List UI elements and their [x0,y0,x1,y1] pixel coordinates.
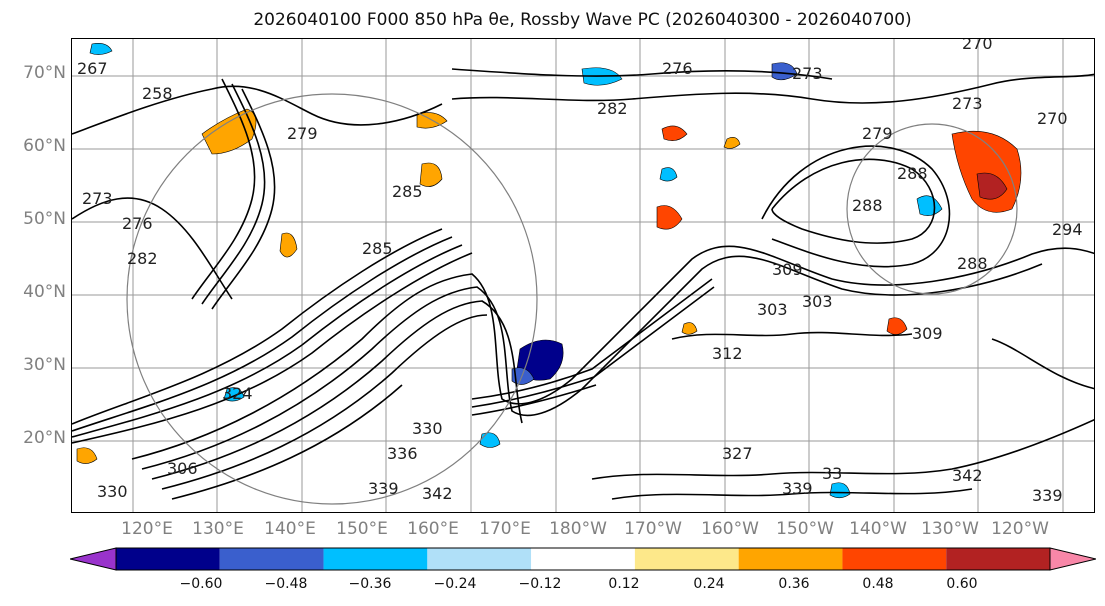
lat-label-50n: 50°N [23,209,66,229]
lat-label-60n: 60°N [23,136,66,156]
colorbar-segment [946,548,1050,570]
contour-label: 285 [392,182,423,201]
contour-label: 330 [412,419,443,438]
contour-label: 288 [897,164,928,183]
lon-label-130w: 130°W [921,519,979,539]
lat-label-70n: 70°N [23,63,66,83]
reference-circles [126,93,1018,505]
lon-label-150w: 150°W [776,519,834,539]
lon-label-180w: 180°W [549,519,607,539]
colorbar-segment [427,548,532,570]
contour-label: 339 [1032,486,1063,505]
contour-label: 276 [122,214,153,233]
map-svg: 267 258 279 282 276 273 270 273 270 279 … [72,39,1094,512]
contour-label: 282 [127,249,158,268]
colorbar-tick-label: −0.12 [518,576,562,592]
contour-label: 309 [912,324,943,343]
contour-label: 324 [222,384,253,403]
map-title-text: 2026040100 F000 850 hPa θe, Rossby Wave … [253,10,912,30]
contour-label: 342 [422,484,453,503]
contour-label: 339 [782,479,813,498]
colorbar-segment [738,548,843,570]
lat-label-20n: 20°N [23,428,66,448]
lon-label-140w: 140°W [849,519,907,539]
colorbar-tick-label: −0.24 [433,576,477,592]
contour-label: 33 [822,464,842,483]
contour-label: 273 [82,189,113,208]
colorbar-tick-label: 0.48 [862,576,894,592]
contour-label: 288 [957,254,988,273]
map-panel[interactable]: 267 258 279 282 276 273 270 273 270 279 … [71,38,1095,513]
colorbar-segment [842,548,947,570]
colorbar-segment [531,548,635,570]
colorbar-tick-label: −0.36 [348,576,392,592]
contour-label: 294 [1052,220,1083,239]
contour-label: 288 [852,196,883,215]
colorbar-left-extension [70,547,117,571]
contour-label: 258 [142,84,173,103]
colorbar-segment [323,548,428,570]
contour-label: 267 [77,59,108,78]
colorbar-segment [634,548,739,570]
map-title: 2026040100 F000 850 hPa θe, Rossby Wave … [0,10,1105,30]
colorbar-tick-label: 0.12 [608,576,640,592]
contour-label: 303 [802,292,833,311]
colorbar-tick-label: 0.60 [946,576,978,592]
contour-label: 273 [792,64,823,83]
contour-label: 336 [387,444,418,463]
theta-e-contours [72,68,1094,500]
lon-label-130e: 130°E [192,519,244,539]
contour-label: 282 [597,99,628,118]
contour-label: 270 [962,39,993,53]
lat-label-30n: 30°N [23,355,66,375]
contour-label: 273 [952,94,983,113]
contour-label: 276 [662,59,693,78]
contour-label: 279 [287,124,318,143]
colorbar-tick-label: −0.48 [264,576,308,592]
contour-label: 303 [757,300,788,319]
colorbar [70,547,1096,571]
lat-label-40n: 40°N [23,282,66,302]
lon-label-120e: 120°E [121,519,173,539]
lon-label-170w: 170°W [624,519,682,539]
contour-label: 279 [862,124,893,143]
contour-label: 312 [712,344,743,363]
colorbar-right-extension [1049,547,1096,571]
lon-label-170e: 170°E [479,519,531,539]
colorbar-tick-label: 0.24 [693,576,725,592]
lon-label-120w: 120°W [991,519,1049,539]
contour-label-group: 267 258 279 282 276 273 270 273 270 279 … [77,39,1083,505]
lon-label-150e: 150°E [336,519,388,539]
colorbar-segment [116,548,220,570]
contour-label: 342 [952,466,983,485]
lon-label-160w: 160°W [701,519,759,539]
lon-label-160e: 160°E [407,519,459,539]
colorbar-tick-label: −0.60 [179,576,223,592]
colorbar-segments [115,547,1051,571]
lon-label-140e: 140°E [264,519,316,539]
colorbar-segment [219,548,324,570]
contour-label: 270 [1037,109,1068,128]
contour-label: 339 [368,479,399,498]
contour-label: 285 [362,239,393,258]
contour-label: 309 [772,260,803,279]
contour-label: 327 [722,444,753,463]
contour-label: 330 [97,482,128,501]
contour-label: 306 [167,459,198,478]
colorbar-tick-label: 0.36 [778,576,810,592]
